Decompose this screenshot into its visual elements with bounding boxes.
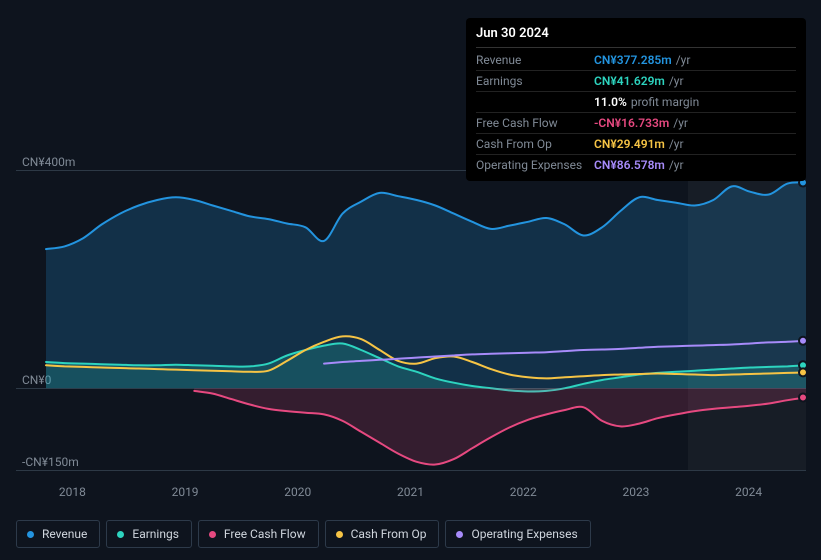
tooltip-row-suffix: /yr: [676, 53, 691, 67]
tooltip-row-label: [476, 95, 594, 109]
tooltip-row-value: CN¥41.629m: [594, 74, 665, 88]
legend-item[interactable]: Revenue: [16, 520, 100, 548]
legend-item[interactable]: Earnings: [106, 520, 192, 548]
tooltip-date: Jun 30 2024: [476, 26, 796, 48]
tooltip-row-value: 11.0%: [594, 95, 627, 109]
tooltip-row-value: -CN¥16.733m: [594, 116, 669, 130]
legend-item[interactable]: Cash From Op: [325, 520, 440, 548]
opex-marker: [799, 337, 806, 345]
tooltip-row: Free Cash Flow-CN¥16.733m/yr: [476, 113, 796, 134]
x-axis-label: 2020: [241, 485, 354, 499]
gridline: [16, 470, 806, 471]
legend-dot-icon: [456, 531, 463, 538]
legend-item[interactable]: Operating Expenses: [445, 520, 590, 548]
legend-label: Operating Expenses: [471, 527, 577, 541]
y-axis-label: CN¥400m: [22, 155, 75, 169]
legend-label: Cash From Op: [351, 527, 427, 541]
financial-chart[interactable]: CN¥400mCN¥0-CN¥150m: [16, 160, 806, 480]
tooltip-row-value: CN¥86.578m: [594, 158, 665, 172]
x-axis-label: 2022: [467, 485, 580, 499]
x-axis-label: 2024: [692, 485, 805, 499]
x-axis-label: 2021: [354, 485, 467, 499]
tooltip-row-label: Cash From Op: [476, 137, 594, 151]
x-axis-label: 2023: [580, 485, 693, 499]
tooltip-row-label: Free Cash Flow: [476, 116, 594, 130]
tooltip-row-label: Revenue: [476, 53, 594, 67]
tooltip-row-label: Earnings: [476, 74, 594, 88]
fcf-marker: [799, 393, 806, 401]
legend-dot-icon: [209, 531, 216, 538]
tooltip-row: Operating ExpensesCN¥86.578m/yr: [476, 155, 796, 175]
tooltip-row-value: CN¥377.285m: [594, 53, 672, 67]
x-axis-label: 2018: [16, 485, 129, 499]
tooltip-row-suffix: /yr: [669, 158, 684, 172]
legend-dot-icon: [336, 531, 343, 538]
tooltip-row-suffix: /yr: [669, 74, 684, 88]
cfo-marker: [799, 368, 806, 376]
x-axis-label: 2019: [129, 485, 242, 499]
legend-label: Revenue: [42, 527, 87, 541]
tooltip-row: 11.0% profit margin: [476, 92, 796, 113]
x-axis: 2018201920202021202220232024: [16, 485, 805, 499]
legend-dot-icon: [27, 531, 34, 538]
chart-tooltip: Jun 30 2024 RevenueCN¥377.285m/yrEarning…: [466, 18, 806, 181]
tooltip-row: EarningsCN¥41.629m/yr: [476, 71, 796, 92]
tooltip-row-suffix: /yr: [673, 116, 688, 130]
tooltip-row-value: CN¥29.491m: [594, 137, 665, 151]
tooltip-row: RevenueCN¥377.285m/yr: [476, 50, 796, 71]
tooltip-row-suffix: profit margin: [631, 95, 699, 109]
legend-label: Free Cash Flow: [224, 527, 306, 541]
tooltip-row: Cash From OpCN¥29.491m/yr: [476, 134, 796, 155]
legend: Revenue Earnings Free Cash Flow Cash From O…: [16, 520, 591, 548]
legend-dot-icon: [117, 531, 124, 538]
legend-item[interactable]: Free Cash Flow: [198, 520, 319, 548]
tooltip-row-suffix: /yr: [669, 137, 684, 151]
tooltip-row-label: Operating Expenses: [476, 158, 594, 172]
legend-label: Earnings: [132, 527, 179, 541]
plot-area: [16, 170, 806, 470]
